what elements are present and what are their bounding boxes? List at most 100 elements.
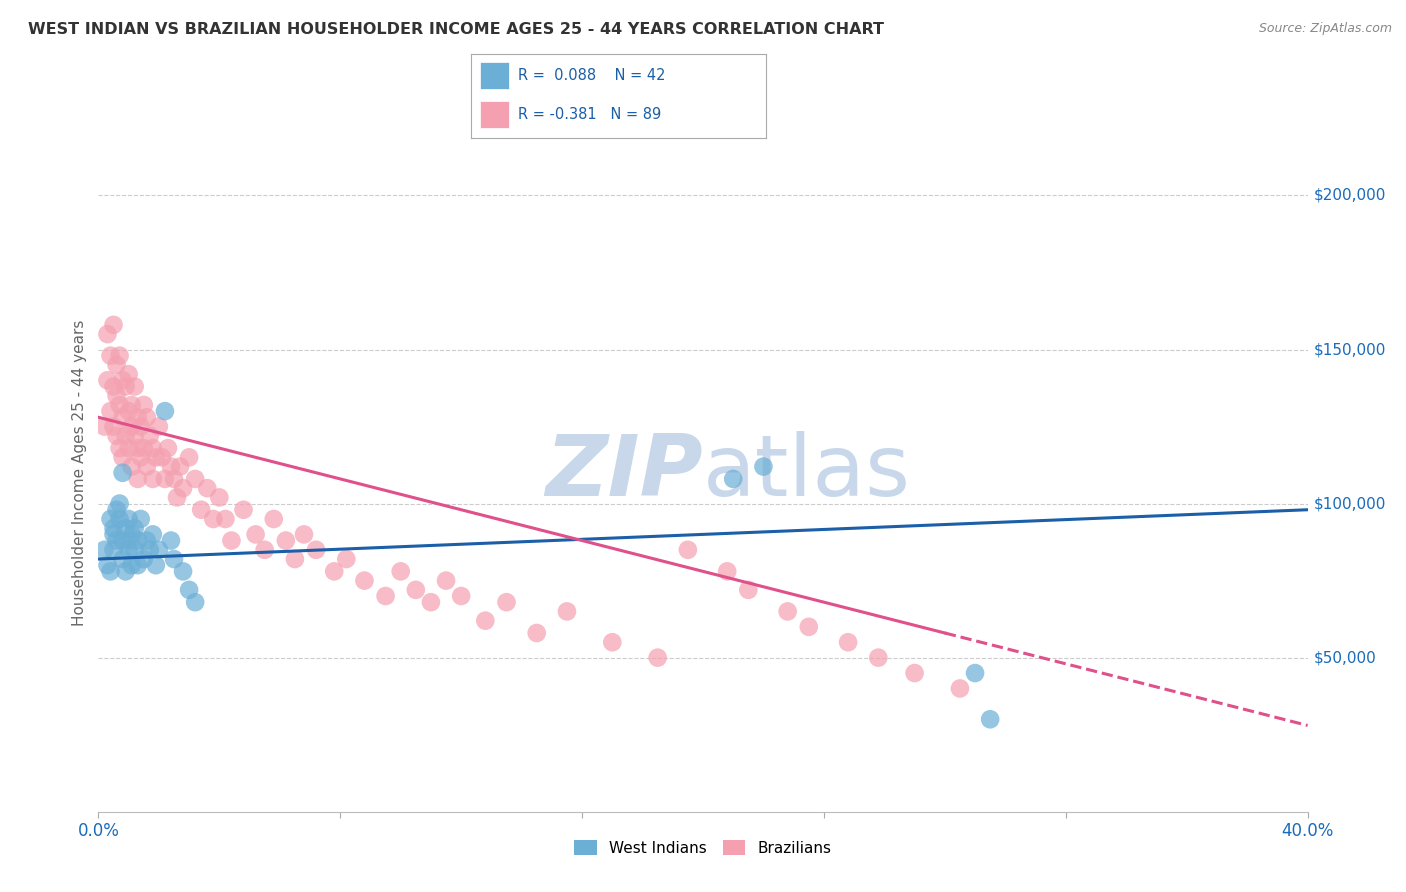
Point [169,459,191,474]
Point [103,379,125,393]
Point [526,626,548,640]
Point [114,429,136,443]
Point [129,512,152,526]
Point [172,481,194,495]
Point [114,379,136,393]
Point [118,542,141,557]
Point [389,565,412,579]
Point [121,398,143,412]
Point [602,635,624,649]
Point [108,441,131,455]
Point [103,521,125,535]
Point [111,373,134,387]
Point [305,542,328,557]
Point [274,533,297,548]
Text: R = -0.381   N = 89: R = -0.381 N = 89 [519,107,661,122]
Point [148,542,170,557]
Point [105,502,128,516]
Point [96,373,118,387]
Point [127,472,149,486]
Point [135,410,157,425]
Point [737,582,759,597]
FancyBboxPatch shape [479,101,509,128]
Point [127,410,149,425]
Text: $100,000: $100,000 [1313,496,1386,511]
Point [245,527,267,541]
Point [124,542,146,557]
Point [208,491,231,505]
Point [153,404,176,418]
Point [121,558,143,573]
FancyBboxPatch shape [479,62,509,89]
Point [105,533,128,548]
Point [114,521,136,535]
Point [868,650,890,665]
Point [142,527,165,541]
Point [139,429,162,443]
Point [145,558,167,573]
Point [160,533,183,548]
Text: R =  0.088    N = 42: R = 0.088 N = 42 [519,68,666,83]
Point [837,635,859,649]
Point [96,327,118,342]
Point [150,450,173,465]
Point [103,419,125,434]
Point [108,398,131,412]
Point [160,459,183,474]
Point [904,666,927,681]
Text: ZIP: ZIP [546,431,703,515]
Point [263,512,285,526]
Point [434,574,457,588]
Point [253,542,276,557]
Point [353,574,375,588]
Point [124,429,146,443]
Point [184,595,207,609]
Point [177,450,201,465]
Point [93,542,115,557]
Point [124,379,146,393]
Point [111,552,134,566]
Point [100,349,122,363]
Point [172,565,194,579]
Point [647,650,669,665]
Point [127,441,149,455]
Point [797,620,820,634]
Y-axis label: Householder Income Ages 25 - 44 years: Householder Income Ages 25 - 44 years [72,319,87,626]
Point [121,459,143,474]
Point [202,512,225,526]
Point [105,358,128,372]
Point [474,614,496,628]
Point [111,533,134,548]
Point [323,565,346,579]
Text: WEST INDIAN VS BRAZILIAN HOUSEHOLDER INCOME AGES 25 - 44 YEARS CORRELATION CHART: WEST INDIAN VS BRAZILIAN HOUSEHOLDER INC… [28,22,884,37]
Point [177,582,201,597]
Point [132,398,155,412]
Legend: West Indians, Brazilians: West Indians, Brazilians [568,833,838,862]
Point [118,404,141,418]
Point [555,604,578,618]
Point [195,481,218,495]
Point [419,595,441,609]
Point [163,472,186,486]
Point [166,491,188,505]
Point [145,450,167,465]
Point [184,472,207,486]
Point [118,367,141,381]
Point [142,472,165,486]
Point [127,558,149,573]
Point [153,472,176,486]
Point [108,497,131,511]
Text: $150,000: $150,000 [1313,342,1386,357]
Point [96,558,118,573]
Point [93,419,115,434]
Point [103,318,125,332]
Point [139,542,162,557]
Point [148,419,170,434]
Point [965,666,987,681]
Point [105,429,128,443]
Point [108,512,131,526]
Point [495,595,517,609]
Point [100,565,122,579]
Point [716,565,738,579]
Point [118,533,141,548]
